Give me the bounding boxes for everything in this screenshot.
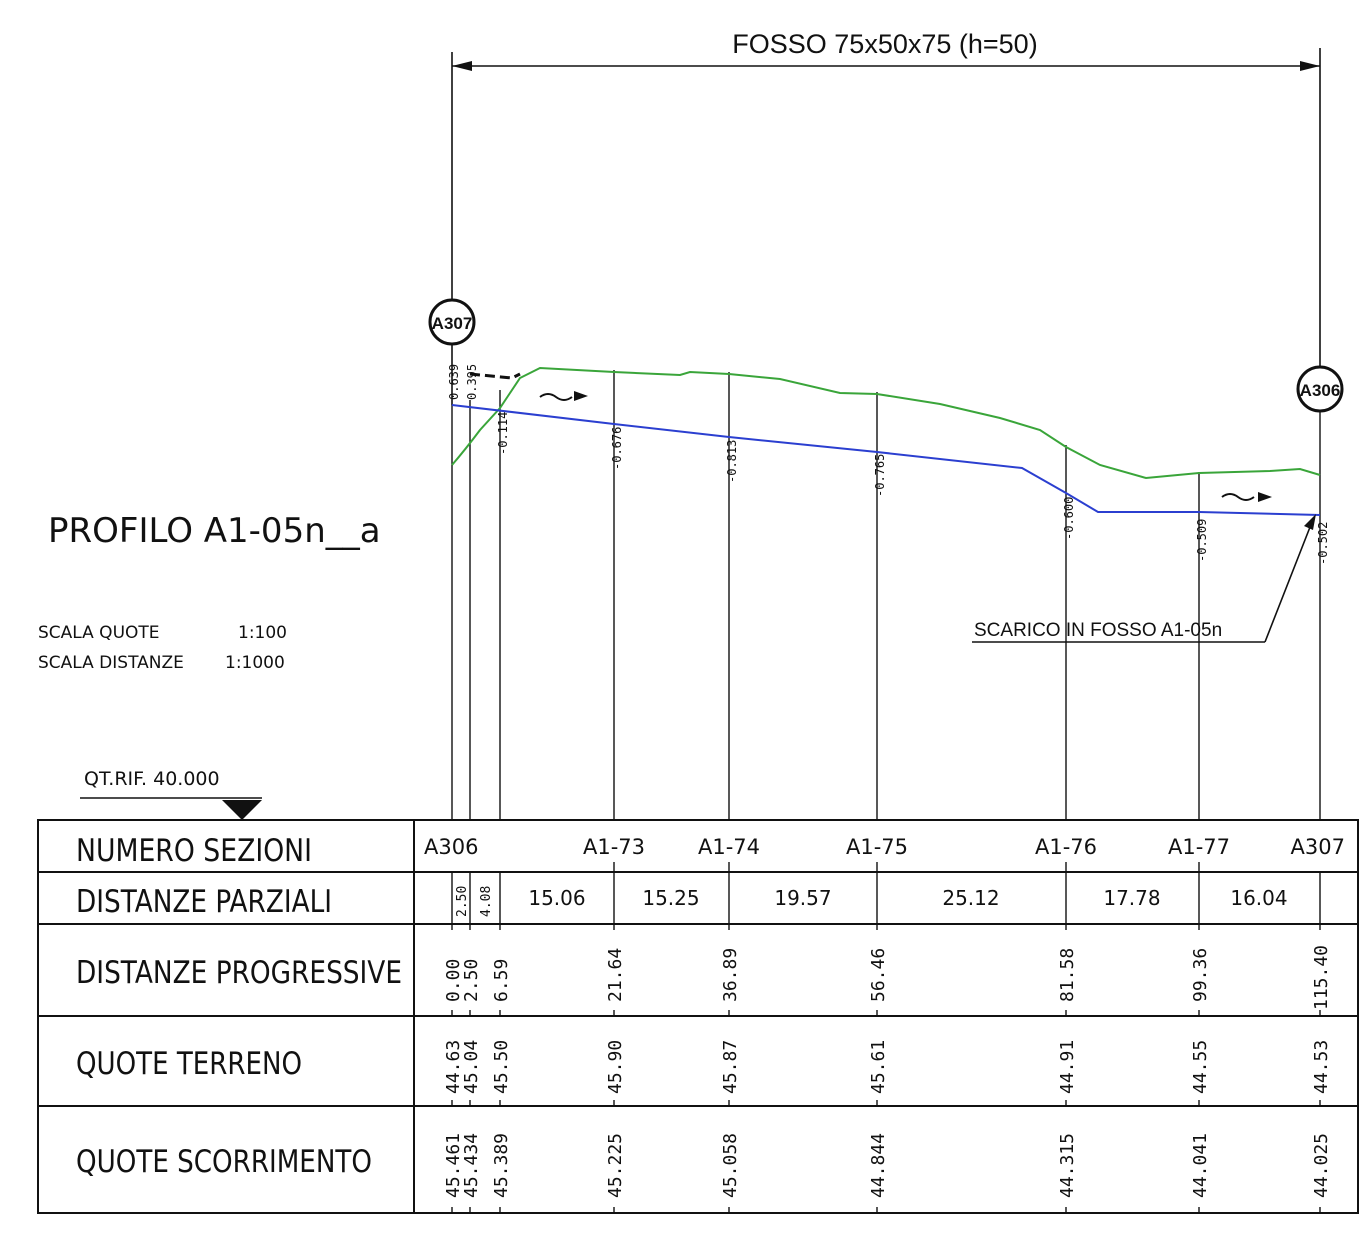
section-name: A307 <box>1291 835 1345 859</box>
progressive-distance: 6.59 <box>491 959 512 1002</box>
flow-arrow-icon <box>1221 492 1272 502</box>
terrain-line <box>451 366 1321 480</box>
page-title: PROFILO A1-05n__a <box>48 511 381 551</box>
flow-elevation: 45.058 <box>720 1133 741 1198</box>
depth-label: -0.114 <box>496 412 510 455</box>
flow-elevations: 45.461 45.434 45.389 45.225 45.058 44.84… <box>443 1133 1332 1198</box>
discharge-callout: SCARICO IN FOSSO A1-05n <box>972 514 1316 643</box>
terrain-elevation: 44.91 <box>1057 1040 1078 1094</box>
section-lines <box>451 370 1321 820</box>
flow-elevation: 44.844 <box>868 1133 889 1198</box>
terrain-elevation: 44.63 <box>443 1040 464 1094</box>
scale-quote-value: 1:100 <box>238 623 287 643</box>
flow-elevation: 44.315 <box>1057 1133 1078 1198</box>
depth-label: -0.765 <box>873 454 887 497</box>
flow-elevation: 45.461 <box>443 1133 464 1198</box>
flow-elevation: 44.025 <box>1311 1133 1332 1198</box>
depth-label: -0.813 <box>725 440 739 483</box>
terrain-elevation: 45.90 <box>605 1040 626 1094</box>
scale-distanze-value: 1:1000 <box>225 653 285 673</box>
terrain-elevation: 45.87 <box>720 1040 741 1094</box>
leader-arrow-icon <box>1304 514 1316 530</box>
progressive-distance: 21.64 <box>605 948 626 1002</box>
section-name: A306 <box>424 835 478 859</box>
depth-label: -0.676 <box>610 427 624 470</box>
partial-distance: 15.06 <box>528 886 585 910</box>
depth-label: 0.639 <box>447 364 461 400</box>
progressive-distance: 56.46 <box>868 948 889 1002</box>
ditch-dimension: FOSSO 75x50x75 (h=50) <box>451 29 1321 372</box>
terrain-elevation: 44.55 <box>1190 1040 1211 1094</box>
depth-label: 0.395 <box>465 364 479 400</box>
flow-elevation: 45.389 <box>491 1133 512 1198</box>
depth-labels: 0.639 0.395 -0.114 -0.676 -0.813 -0.765 … <box>447 364 1330 565</box>
reference-level: QT.RIF. 40.000 <box>80 768 262 820</box>
arrow-left-icon <box>452 61 472 71</box>
node-end-marker: A306 <box>1296 365 1344 413</box>
level-triangle-icon <box>222 800 262 820</box>
partial-distance: 4.08 <box>479 886 494 917</box>
row-label-sections: NUMERO SEZIONI <box>76 833 312 869</box>
flow-elevation: 44.041 <box>1190 1133 1211 1198</box>
row-label-partial: DISTANZE PARZIALI <box>76 884 332 920</box>
row-label-terrain: QUOTE TERRENO <box>76 1046 302 1082</box>
partial-distance: 16.04 <box>1230 886 1287 910</box>
flow-line <box>451 404 1321 516</box>
partial-distance: 25.12 <box>942 886 999 910</box>
progressive-distance: 115.40 <box>1311 945 1332 1010</box>
partial-distance: 15.25 <box>642 886 699 910</box>
partial-distance: 2.50 <box>455 886 470 917</box>
section-name: A1-77 <box>1168 835 1230 859</box>
depth-label: -0.509 <box>1195 519 1209 562</box>
section-names: A306 A1-73 A1-74 A1-75 A1-76 A1-77 A307 <box>424 835 1345 859</box>
progressive-distance: 99.36 <box>1190 948 1211 1002</box>
ditch-label: FOSSO 75x50x75 (h=50) <box>732 29 1037 59</box>
section-name: A1-76 <box>1035 835 1097 859</box>
profile-table <box>37 819 1359 1214</box>
node-start-label: A307 <box>432 314 473 333</box>
partial-distances: 2.50 4.08 15.06 15.25 19.57 25.12 17.78 … <box>455 886 1288 917</box>
scale-distanze-label: SCALA DISTANZE <box>38 653 184 673</box>
row-label-flow: QUOTE SCORRIMENTO <box>76 1144 372 1180</box>
terrain-elevation: 45.50 <box>491 1040 512 1094</box>
discharge-label: SCARICO IN FOSSO A1-05n <box>974 620 1222 641</box>
terrain-elevation: 44.53 <box>1311 1040 1332 1094</box>
node-start-marker: A307 <box>428 262 476 405</box>
progressive-distances: 0.00 2.50 6.59 21.64 36.89 56.46 81.58 9… <box>443 945 1332 1010</box>
section-name: A1-74 <box>698 835 760 859</box>
node-end-label: A306 <box>1300 381 1341 400</box>
row-label-progressive: DISTANZE PROGRESSIVE <box>76 955 402 991</box>
flow-elevation: 45.225 <box>605 1133 626 1198</box>
flow-elevation: 45.434 <box>461 1133 482 1198</box>
connector-dashed <box>469 372 521 380</box>
scale-quote-label: SCALA QUOTE <box>38 623 160 643</box>
progressive-distance: 36.89 <box>720 948 741 1002</box>
depth-label: -0.502 <box>1316 522 1330 565</box>
terrain-elevation: 45.04 <box>461 1040 482 1094</box>
partial-distance: 19.57 <box>774 886 831 910</box>
terrain-elevation: 45.61 <box>868 1040 889 1094</box>
terrain-elevations: 44.63 45.04 45.50 45.90 45.87 45.61 44.9… <box>443 1040 1332 1094</box>
value-ticks <box>451 924 1321 1213</box>
section-name: A1-75 <box>846 835 908 859</box>
partial-distance: 17.78 <box>1103 886 1160 910</box>
arrow-right-icon <box>1300 61 1320 71</box>
progressive-distance: 2.50 <box>461 959 482 1002</box>
progressive-distance: 0.00 <box>443 959 464 1002</box>
progressive-distance: 81.58 <box>1057 948 1078 1002</box>
ref-level-label: QT.RIF. 40.000 <box>84 768 220 790</box>
depth-label: -0.600 <box>1062 497 1076 540</box>
section-name: A1-73 <box>583 835 645 859</box>
flow-arrow-icon <box>539 391 588 401</box>
row-labels: NUMERO SEZIONI DISTANZE PARZIALI DISTANZ… <box>76 833 402 1180</box>
